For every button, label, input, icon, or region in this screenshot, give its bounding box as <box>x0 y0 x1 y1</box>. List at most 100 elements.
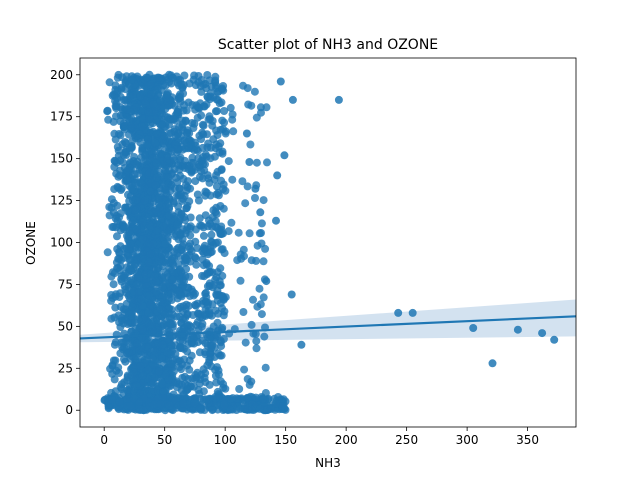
data-point <box>158 379 167 388</box>
data-point <box>247 320 256 329</box>
data-point <box>123 105 132 114</box>
data-point <box>163 90 171 99</box>
data-point <box>141 151 149 160</box>
x-tick-label: 150 <box>274 433 297 447</box>
data-point <box>155 326 164 335</box>
data-point <box>257 239 266 248</box>
data-point <box>123 320 132 329</box>
data-point <box>219 180 228 189</box>
data-point <box>109 199 118 207</box>
x-tick-label: 0 <box>100 433 108 447</box>
data-point <box>180 324 188 333</box>
data-point <box>221 127 230 136</box>
data-point <box>245 229 254 238</box>
data-point <box>170 156 179 165</box>
data-point <box>120 378 129 387</box>
data-point <box>169 115 178 124</box>
data-point <box>191 301 200 309</box>
data-point <box>263 158 271 167</box>
data-point <box>165 211 173 220</box>
x-tick-label: 250 <box>395 433 418 447</box>
data-point <box>115 293 124 301</box>
data-point <box>156 96 165 105</box>
data-point <box>143 140 152 149</box>
data-point <box>218 304 226 313</box>
points-layer <box>100 70 559 415</box>
data-point <box>214 191 223 200</box>
data-point <box>261 363 270 372</box>
data-point <box>199 365 208 374</box>
data-point <box>136 92 145 101</box>
data-point <box>167 341 176 350</box>
data-point <box>206 154 215 163</box>
data-point <box>131 206 140 215</box>
data-point <box>203 171 212 180</box>
data-point <box>189 334 198 343</box>
data-point <box>199 231 208 240</box>
data-point <box>140 196 149 205</box>
data-point <box>252 158 261 167</box>
outlier-point-7 <box>297 340 306 349</box>
data-point <box>241 199 250 208</box>
data-point <box>259 293 268 302</box>
data-point <box>161 81 170 90</box>
data-point <box>144 343 153 352</box>
data-point <box>116 156 125 165</box>
data-point <box>143 73 152 82</box>
data-point <box>134 315 143 324</box>
data-point <box>125 265 134 274</box>
data-point <box>203 301 212 310</box>
data-point <box>127 184 136 193</box>
data-point <box>259 257 268 266</box>
data-point <box>184 165 193 174</box>
data-point <box>243 182 252 191</box>
data-point <box>250 87 259 96</box>
data-point <box>228 110 237 119</box>
data-point <box>158 222 167 231</box>
data-point <box>186 213 195 222</box>
data-point <box>252 113 261 122</box>
data-point <box>141 99 150 108</box>
data-point <box>168 73 177 82</box>
data-point <box>173 220 181 229</box>
data-point <box>240 365 249 374</box>
data-point <box>226 103 235 112</box>
x-tick-label: 300 <box>456 433 479 447</box>
data-point <box>179 399 187 408</box>
data-point <box>103 248 112 257</box>
data-point <box>206 248 215 257</box>
data-point <box>220 249 229 258</box>
data-point <box>138 218 147 227</box>
data-point <box>168 254 177 263</box>
data-point <box>226 405 235 414</box>
data-point <box>151 205 160 214</box>
data-point <box>252 337 261 346</box>
data-point <box>178 373 187 382</box>
data-point <box>213 363 221 372</box>
data-point <box>113 264 121 273</box>
data-point <box>126 92 135 101</box>
data-point <box>193 190 202 199</box>
data-point <box>128 302 137 311</box>
y-tick-label: 125 <box>50 194 73 208</box>
data-point <box>187 247 196 256</box>
data-point <box>117 85 126 94</box>
y-axis-label: OZONE <box>24 221 38 265</box>
data-point <box>152 287 161 296</box>
data-point <box>192 101 201 110</box>
data-point <box>185 272 194 281</box>
data-point <box>175 276 183 285</box>
data-point <box>166 359 175 368</box>
outlier-point-6 <box>287 290 296 299</box>
data-point <box>234 228 243 237</box>
data-point <box>123 176 132 185</box>
data-point <box>132 280 141 289</box>
data-point <box>158 354 166 363</box>
data-point <box>194 163 203 172</box>
data-point <box>156 298 165 307</box>
data-point <box>239 308 248 316</box>
data-point <box>127 219 136 228</box>
data-point <box>161 268 170 277</box>
y-tick-label: 25 <box>58 361 73 375</box>
data-point <box>111 214 120 223</box>
